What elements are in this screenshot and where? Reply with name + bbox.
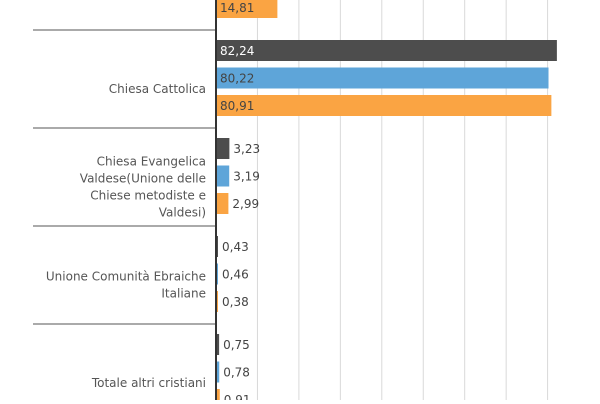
data-label: 0,43	[222, 240, 249, 254]
category-label: Totale altri cristiani	[91, 376, 206, 390]
bar	[216, 138, 230, 159]
data-label: 0,75	[223, 338, 250, 352]
data-label: 0,38	[222, 295, 249, 309]
category-label: Italiane	[161, 287, 206, 301]
category-label: Valdese(Unione delle	[80, 172, 206, 186]
data-label: 0,78	[223, 366, 250, 380]
category-label: Chiesa Evangelica	[97, 155, 206, 169]
category-label: Chiese metodiste e	[90, 189, 206, 203]
bar	[216, 67, 549, 89]
category-label: Valdesi)	[159, 206, 206, 220]
bar	[216, 165, 230, 187]
data-label: 80,91	[220, 99, 254, 113]
data-label: 0,46	[222, 268, 249, 282]
bar	[216, 40, 557, 61]
category-label: Unione Comunità Ebraiche	[46, 270, 206, 284]
data-label: 14,81	[220, 1, 254, 15]
data-label: 2,99	[232, 197, 259, 211]
data-label: 82,24	[220, 44, 254, 58]
bar	[216, 334, 220, 355]
data-label: 0,91	[224, 393, 251, 400]
data-label: 3,23	[233, 142, 260, 156]
bar	[216, 0, 278, 18]
category-label: Chiesa Cattolica	[109, 82, 206, 96]
bar	[216, 389, 220, 404]
bar	[216, 95, 552, 116]
bar	[216, 361, 220, 383]
bar	[216, 193, 229, 214]
data-label: 80,22	[220, 72, 254, 86]
data-label: 3,19	[233, 170, 260, 184]
